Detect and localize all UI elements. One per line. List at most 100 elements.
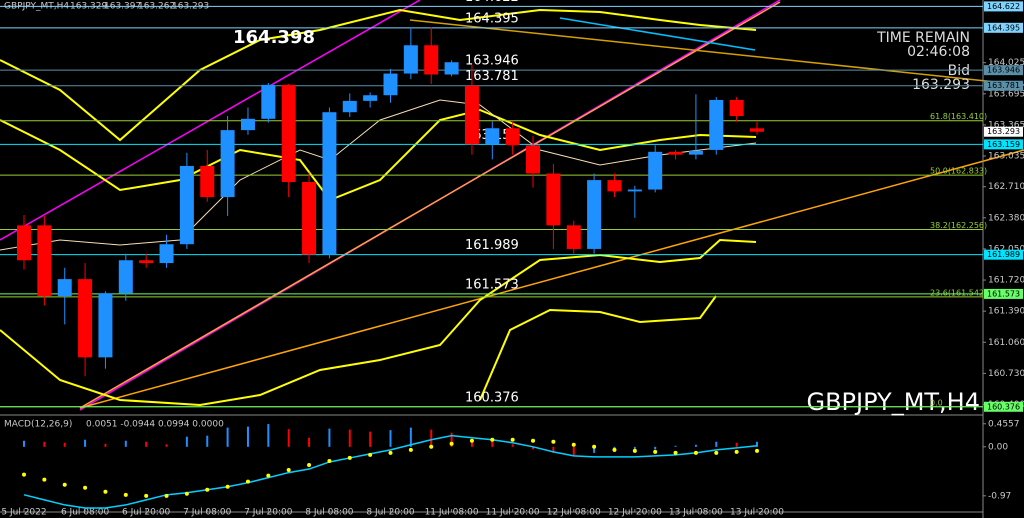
fib-label: 0.0: [930, 398, 943, 407]
candle-body: [688, 150, 703, 155]
candle-body: [322, 112, 337, 255]
level-label: 161.989: [465, 238, 519, 253]
x-tick-label: 13 Jul 08:00: [669, 508, 723, 518]
macd-bar: [654, 446, 657, 450]
macd-bar: [532, 446, 535, 450]
candle-body: [220, 130, 235, 198]
signal-dot: [245, 479, 250, 484]
candle-body: [342, 100, 357, 113]
macd-readout: 0.0051 -0.0944 0.0994 0.0000: [86, 420, 224, 430]
fib-label: 61.8(163.410): [930, 112, 987, 121]
candle-body: [505, 128, 520, 146]
y-tick-label: 164.025: [988, 58, 1024, 68]
bid-label: Bid: [948, 63, 970, 79]
price-box: [984, 401, 1023, 412]
candle-body: [709, 99, 724, 150]
macd-bar: [226, 427, 229, 447]
level-label: 160.376: [465, 390, 519, 405]
signal-dot: [653, 449, 658, 454]
price-box-label: 161.989: [987, 250, 1020, 259]
candle-body: [526, 145, 541, 174]
candle-body: [159, 244, 174, 264]
x-tick-label: 7 Jul 08:00: [183, 508, 232, 518]
macd-label: MACD(12,26,9): [4, 420, 72, 430]
y-tick-label: 162.710: [988, 182, 1024, 192]
signal-dot: [184, 491, 189, 496]
signal-dot: [571, 442, 576, 447]
trend-lines: [0, 0, 1024, 411]
trend-line: [559, 17, 756, 51]
candle-body: [240, 118, 255, 131]
signal-dot: [103, 489, 108, 494]
signal-dot: [22, 472, 26, 477]
band-line: [0, 8, 757, 142]
x-tick-label: 11 Jul 08:00: [425, 508, 479, 518]
price-box: [984, 139, 1023, 150]
x-tick-label: 6 Jul 20:00: [122, 508, 171, 518]
signal-dot: [388, 450, 393, 455]
candle-body: [587, 180, 602, 249]
level-label: 164.622: [465, 0, 519, 5]
macd-bar: [409, 427, 412, 447]
price-box-label: 163.946: [987, 66, 1020, 75]
candle-body: [485, 128, 500, 145]
timer-label: TIME REMAIN: [876, 30, 970, 46]
candle-body: [444, 62, 459, 75]
macd-bar: [511, 444, 514, 447]
candle-body: [363, 95, 378, 101]
candle-body: [179, 165, 194, 245]
macd-bar: [145, 441, 148, 447]
y-tick-label: 0.4557: [988, 419, 1020, 429]
price-box: [984, 65, 1023, 76]
price-box: [984, 22, 1023, 33]
candle-body: [403, 45, 418, 74]
y-tick-label: 160.730: [988, 369, 1024, 379]
y-tick-label: 162.050: [988, 244, 1024, 254]
price-box-label: 163.781: [987, 81, 1020, 90]
band-line: [0, 238, 757, 407]
x-tick-label: 13 Jul 20:00: [730, 508, 784, 518]
macd-bar: [165, 444, 168, 447]
moving-average: [0, 108, 757, 202]
signal-dot: [755, 448, 759, 453]
signal-dot: [408, 447, 413, 452]
x-tick-label: 12 Jul 20:00: [608, 508, 662, 518]
signal-dot: [144, 493, 149, 498]
macd-bar: [756, 441, 758, 447]
candle-body: [118, 260, 133, 294]
candle-body: [729, 99, 744, 116]
signal-dot: [469, 438, 474, 443]
macd-bar: [206, 435, 209, 447]
x-tick-label: 6 Jul 08:00: [61, 508, 110, 518]
candle-body: [566, 225, 581, 249]
candle-body: [37, 225, 52, 297]
candle-body: [424, 45, 439, 75]
price-box-label: 163.159: [987, 140, 1020, 149]
signal-dot: [42, 477, 47, 482]
signal-dot: [632, 448, 637, 453]
macd-bar: [246, 426, 249, 447]
y-tick-label: 163.365: [988, 120, 1024, 130]
signal-dot: [510, 437, 515, 442]
candle-body: [302, 181, 317, 255]
candle-body: [648, 151, 663, 190]
price-box-label: 161.573: [987, 289, 1020, 298]
channel-line: [0, 0, 421, 241]
timer: 02:46:08: [907, 44, 970, 60]
macd-bar: [308, 437, 311, 447]
macd-bar: [694, 444, 697, 447]
candle-body: [139, 260, 154, 264]
signal-dot: [449, 441, 454, 446]
x-tick-label: 5 Jul 2022: [1, 508, 46, 518]
bid-box-label: 163.293: [987, 127, 1020, 136]
macd-bar: [715, 441, 718, 447]
macd-bar: [348, 429, 351, 447]
macd-bar: [491, 441, 494, 447]
bid-box: [984, 126, 1023, 137]
moving-average: [0, 99, 757, 251]
macd-bar: [63, 442, 66, 447]
signal-dot: [592, 444, 597, 449]
y-tick-label: -0.97: [988, 491, 1011, 501]
signal-dot: [612, 447, 617, 452]
level-label: 164.395: [465, 11, 519, 26]
